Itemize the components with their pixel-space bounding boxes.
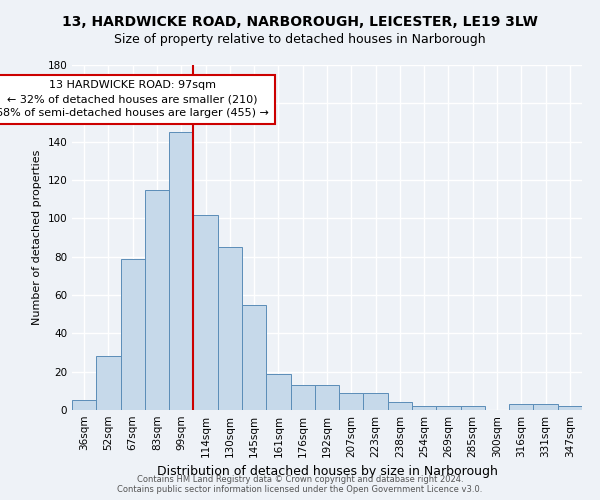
Bar (266, 374, 290, 410)
Bar (461, 406, 485, 410)
Bar (339, 393, 364, 410)
Bar (436, 406, 461, 410)
Bar (193, 214, 218, 410)
Bar (290, 385, 315, 410)
Y-axis label: Number of detached properties: Number of detached properties (32, 150, 42, 325)
Bar (388, 402, 412, 410)
Bar (218, 247, 242, 410)
Bar (169, 132, 193, 410)
Bar (145, 190, 169, 410)
Text: Size of property relative to detached houses in Narborough: Size of property relative to detached ho… (114, 32, 486, 46)
Bar (509, 404, 533, 410)
Text: Contains public sector information licensed under the Open Government Licence v3: Contains public sector information licen… (118, 485, 482, 494)
Bar (315, 385, 339, 410)
Bar (558, 406, 582, 410)
X-axis label: Distribution of detached houses by size in Narborough: Distribution of detached houses by size … (157, 466, 497, 478)
Text: 13, HARDWICKE ROAD, NARBOROUGH, LEICESTER, LE19 3LW: 13, HARDWICKE ROAD, NARBOROUGH, LEICESTE… (62, 15, 538, 29)
Bar (96, 356, 121, 410)
Bar (121, 258, 145, 410)
Bar (533, 404, 558, 410)
Text: 13 HARDWICKE ROAD: 97sqm
← 32% of detached houses are smaller (210)
68% of semi-: 13 HARDWICKE ROAD: 97sqm ← 32% of detach… (0, 80, 269, 118)
Bar (72, 400, 96, 410)
Bar (412, 406, 436, 410)
Bar (364, 393, 388, 410)
Text: Contains HM Land Registry data © Crown copyright and database right 2024.: Contains HM Land Registry data © Crown c… (137, 475, 463, 484)
Bar (242, 304, 266, 410)
